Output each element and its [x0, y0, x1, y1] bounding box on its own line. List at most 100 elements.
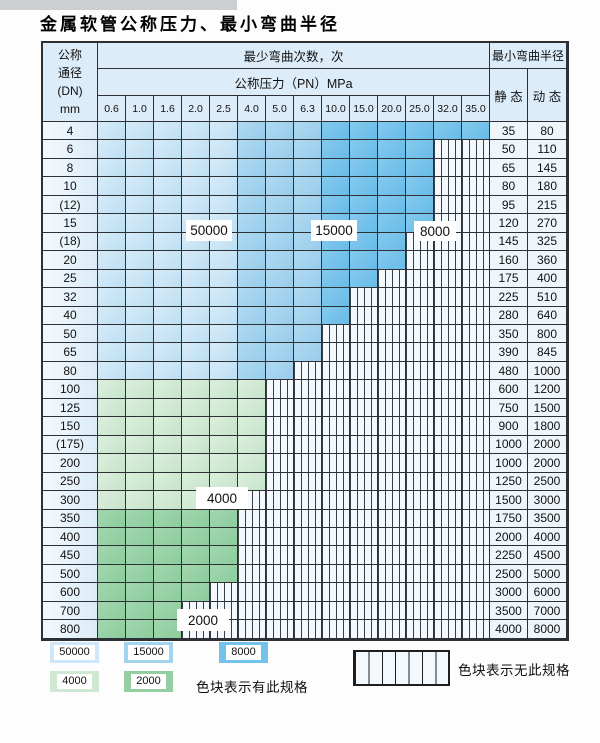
spec-cell — [126, 251, 154, 270]
spec-cell — [350, 251, 378, 270]
spec-cell — [434, 509, 462, 528]
spec-cell — [462, 472, 490, 492]
spec-cell — [434, 454, 462, 473]
spec-cell — [238, 380, 266, 399]
spec-cell — [322, 380, 350, 399]
spec-cell — [350, 269, 378, 289]
spec-cell — [126, 324, 154, 344]
spec-cell — [238, 361, 266, 381]
spec-cell — [154, 472, 182, 492]
spec-cell — [378, 140, 406, 159]
spec-cell — [238, 177, 266, 196]
static-radius-cell: 1750 — [490, 509, 528, 528]
spec-cell — [406, 140, 434, 159]
spec-cell — [322, 251, 350, 270]
spec-cell — [378, 583, 406, 602]
spec-cell — [182, 324, 210, 344]
spec-cell — [98, 398, 126, 418]
legend-swatch-4000: 4000 — [50, 671, 99, 692]
spec-cell — [98, 380, 126, 399]
spec-cell — [434, 288, 462, 307]
spec-cell — [462, 140, 490, 159]
spec-cell — [126, 509, 154, 528]
spec-cell — [182, 454, 210, 473]
spec-cell — [322, 435, 350, 455]
spec-cell — [322, 158, 350, 178]
spec-cell — [462, 122, 490, 141]
spec-cell — [238, 324, 266, 344]
spec-cell — [98, 509, 126, 528]
spec-cell — [238, 232, 266, 252]
dn-cell: 10 — [43, 177, 98, 196]
spec-cell — [322, 472, 350, 492]
spec-cell — [350, 177, 378, 196]
spec-cell — [406, 324, 434, 344]
spec-cell — [98, 177, 126, 196]
spec-cell — [378, 361, 406, 381]
static-radius-cell: 120 — [490, 214, 528, 233]
spec-cell — [154, 306, 182, 325]
spec-cell — [154, 527, 182, 547]
pressure-tick: 15.0 — [350, 96, 378, 122]
spec-cell — [322, 177, 350, 196]
spec-cell — [434, 306, 462, 325]
spec-cell — [98, 343, 126, 362]
spec-cell — [98, 620, 126, 639]
spec-cell — [378, 601, 406, 621]
spec-cell — [126, 491, 154, 510]
spec-cell — [434, 195, 462, 215]
spec-cell — [378, 380, 406, 399]
pressure-tick: 35.0 — [462, 96, 490, 122]
dynamic-radius-cell: 215 — [528, 195, 567, 215]
dn-cell: 6 — [43, 140, 98, 159]
spec-cell — [154, 546, 182, 565]
spec-cell — [406, 306, 434, 325]
legend-swatch-8000: 8000 — [219, 642, 268, 663]
legend-note-absent: 色块表示无此规格 — [458, 663, 570, 678]
spec-cell — [350, 491, 378, 510]
spec-cell — [462, 232, 490, 252]
spec-cell — [378, 195, 406, 215]
legend-label-2000: 2000 — [131, 674, 166, 689]
spec-cell — [126, 417, 154, 436]
spec-cell — [462, 269, 490, 289]
spec-cell — [294, 564, 322, 584]
spec-cell — [406, 601, 434, 621]
pressure-tick: 1.6 — [154, 96, 182, 122]
spec-cell — [154, 435, 182, 455]
dn-cell: 350 — [43, 509, 98, 528]
spec-cell — [154, 158, 182, 178]
spec-cell — [154, 140, 182, 159]
spec-cell — [350, 601, 378, 621]
spec-cell — [238, 527, 266, 547]
spec-cell — [322, 601, 350, 621]
static-radius-cell: 3500 — [490, 601, 528, 621]
spec-cell — [98, 324, 126, 344]
spec-cell — [350, 472, 378, 492]
spec-cell — [98, 269, 126, 289]
spec-cell — [98, 306, 126, 325]
spec-cell — [294, 546, 322, 565]
spec-cell — [406, 251, 434, 270]
spec-cell — [322, 491, 350, 510]
spec-cell — [126, 306, 154, 325]
spec-cell — [462, 491, 490, 510]
nominal-pressure-header: 公称压力（PN）MPa — [98, 69, 490, 96]
spec-cell — [406, 158, 434, 178]
dynamic-radius-cell: 845 — [528, 343, 567, 362]
dynamic-radius-cell: 8000 — [528, 620, 567, 639]
spec-cell — [210, 417, 238, 436]
spec-cell — [294, 380, 322, 399]
region-label-2000: 2000 — [177, 609, 229, 631]
spec-cell — [154, 583, 182, 602]
spec-cell — [350, 232, 378, 252]
corner-line: (DN) — [57, 84, 83, 98]
spec-cell — [378, 527, 406, 547]
dn-cell: 500 — [43, 564, 98, 584]
spec-cell — [322, 527, 350, 547]
spec-cell — [126, 583, 154, 602]
spec-cell — [294, 583, 322, 602]
dynamic-radius-cell: 1800 — [528, 417, 567, 436]
spec-cell — [322, 583, 350, 602]
